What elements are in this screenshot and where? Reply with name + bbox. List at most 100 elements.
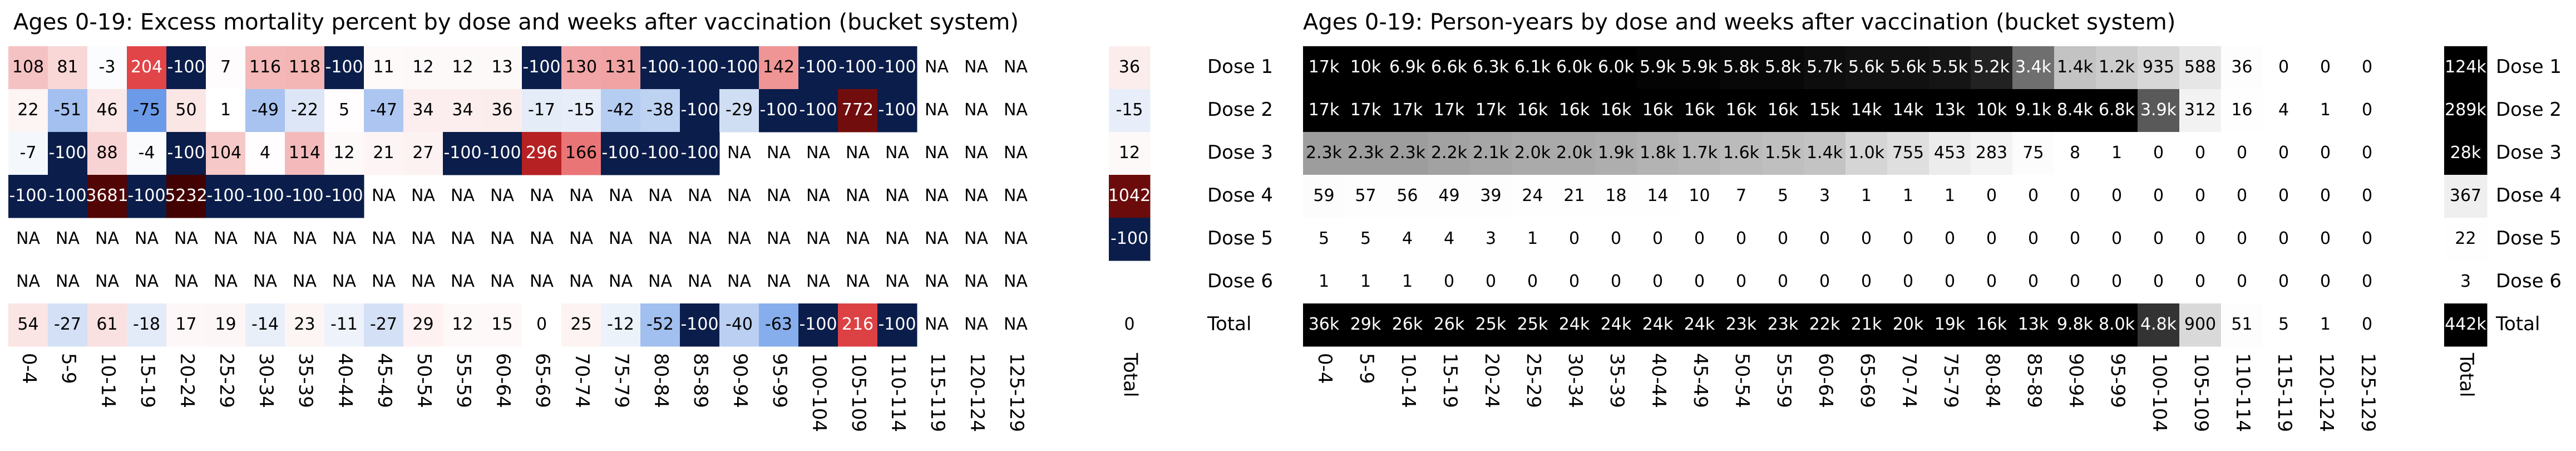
heatmap-cell: [1595, 46, 1637, 90]
cell-label: 1.7k: [1681, 143, 1718, 163]
cell-label: 8.0k: [2099, 315, 2135, 334]
cell-label: -52: [647, 315, 674, 334]
heatmap-cell: [206, 132, 246, 175]
x-tick-label: 125-129: [1005, 353, 1028, 432]
heatmap-cell: [1345, 89, 1387, 133]
heatmap-cell: [1386, 175, 1429, 218]
heatmap-cell: [87, 46, 127, 90]
cell-label: 56: [1396, 186, 1418, 205]
heatmap-cell: [2346, 175, 2389, 218]
x-tick-label: 65-69: [1856, 353, 1878, 408]
cell-label: 0: [1945, 272, 1955, 291]
cell-label: 0: [1986, 272, 1997, 291]
x-tick-label: 5-9: [57, 353, 80, 384]
cell-label: 0: [1652, 272, 1663, 291]
heatmap-cell: [2221, 46, 2263, 90]
heatmap-cell: [1595, 261, 1637, 304]
heatmap-cell: [1637, 218, 1679, 261]
cell-label: 124k: [2445, 57, 2486, 77]
heatmap-cell: [1345, 175, 1387, 218]
heatmap-cell: [798, 89, 838, 133]
cell-label: 10k: [1350, 57, 1381, 77]
heatmap-cell: [1971, 132, 2013, 175]
heatmap-cell: [2444, 261, 2488, 304]
cell-label: 1: [2320, 100, 2331, 120]
heatmap-cell: [1929, 261, 1971, 304]
cell-label: 5.6k: [1890, 57, 1927, 77]
x-tick-label: 80-84: [1981, 353, 2003, 408]
cell-label: NA: [372, 229, 396, 248]
cell-label: 0: [2195, 186, 2205, 205]
heatmap-cell: [2012, 175, 2055, 218]
cell-label: 0: [2362, 186, 2372, 205]
cell-label: 29: [412, 315, 433, 334]
cell-label: -100: [838, 57, 876, 77]
cell-label: 6.3k: [1473, 57, 1509, 77]
heatmap-cell: [1553, 46, 1596, 90]
cell-label: 0: [2195, 143, 2205, 163]
heatmap-cell: [2263, 89, 2305, 133]
cell-label: 3: [1486, 229, 1496, 248]
cell-label: NA: [451, 272, 475, 291]
x-tick-label: 25-29: [215, 353, 238, 408]
cell-label: 283: [1976, 143, 2007, 163]
cell-label: 25k: [1517, 315, 1548, 334]
heatmap-cell: [1720, 175, 1763, 218]
cell-label: -100: [1111, 229, 1148, 248]
cell-label: NA: [16, 272, 40, 291]
cell-label: 16k: [1768, 100, 1799, 120]
heatmap-cell: [1845, 218, 1888, 261]
cell-label: 1: [1527, 229, 1538, 248]
cell-label: 54: [17, 315, 38, 334]
x-tick-label: Total: [2455, 352, 2478, 397]
heatmap-cell: [2054, 303, 2096, 347]
heatmap-cell: [1345, 261, 1387, 304]
heatmap-cell: [2138, 261, 2180, 304]
cell-label: 2.3k: [1306, 143, 1343, 163]
cell-label: NA: [530, 229, 554, 248]
heatmap-cell: [2096, 89, 2138, 133]
cell-label: 5.2k: [1973, 57, 2010, 77]
cell-label: NA: [846, 229, 870, 248]
cell-label: NA: [253, 272, 277, 291]
heatmap-cell: [1109, 303, 1151, 347]
heatmap-cell: [2054, 132, 2096, 175]
cell-label: NA: [451, 229, 475, 248]
heatmap-cell: [1595, 218, 1637, 261]
x-tick-label: 15-19: [136, 353, 159, 408]
cell-label: 3681: [86, 186, 128, 205]
heatmap-cell: [364, 132, 404, 175]
x-tick-label: 10-14: [1397, 353, 1419, 408]
cell-label: -12: [607, 315, 634, 334]
cell-label: -75: [133, 100, 160, 120]
cell-label: 26k: [1392, 315, 1423, 334]
cell-label: 118: [289, 57, 320, 77]
heatmap-cell: [759, 89, 799, 133]
cell-label: 16k: [1684, 100, 1715, 120]
cell-label: -100: [601, 143, 639, 163]
cell-label: 16k: [1976, 315, 2007, 334]
cell-label: 14k: [1893, 100, 1924, 120]
cell-label: 17: [175, 315, 196, 334]
cell-label: 0: [1486, 272, 1496, 291]
cell-label: NA: [806, 272, 830, 291]
cell-label: 34: [452, 100, 473, 120]
cell-label: NA: [214, 272, 238, 291]
cell-label: 8: [2070, 143, 2080, 163]
heatmap-cell: [1637, 175, 1679, 218]
heatmap-cell: [1679, 261, 1721, 304]
row-label: Dose 6: [1207, 270, 1273, 292]
cell-label: NA: [964, 57, 988, 77]
heatmap-cell: [1512, 46, 1554, 90]
cell-label: -63: [765, 315, 792, 334]
heatmap-cell: [443, 132, 483, 175]
cell-label: NA: [530, 186, 554, 205]
heatmap-cell: [2221, 132, 2263, 175]
cell-label: NA: [174, 229, 198, 248]
heatmap-cell: [482, 89, 522, 133]
cell-label: 46: [96, 100, 117, 120]
cell-label: 21k: [1851, 315, 1882, 334]
cell-label: 1: [1402, 272, 1413, 291]
cell-label: NA: [925, 100, 949, 120]
